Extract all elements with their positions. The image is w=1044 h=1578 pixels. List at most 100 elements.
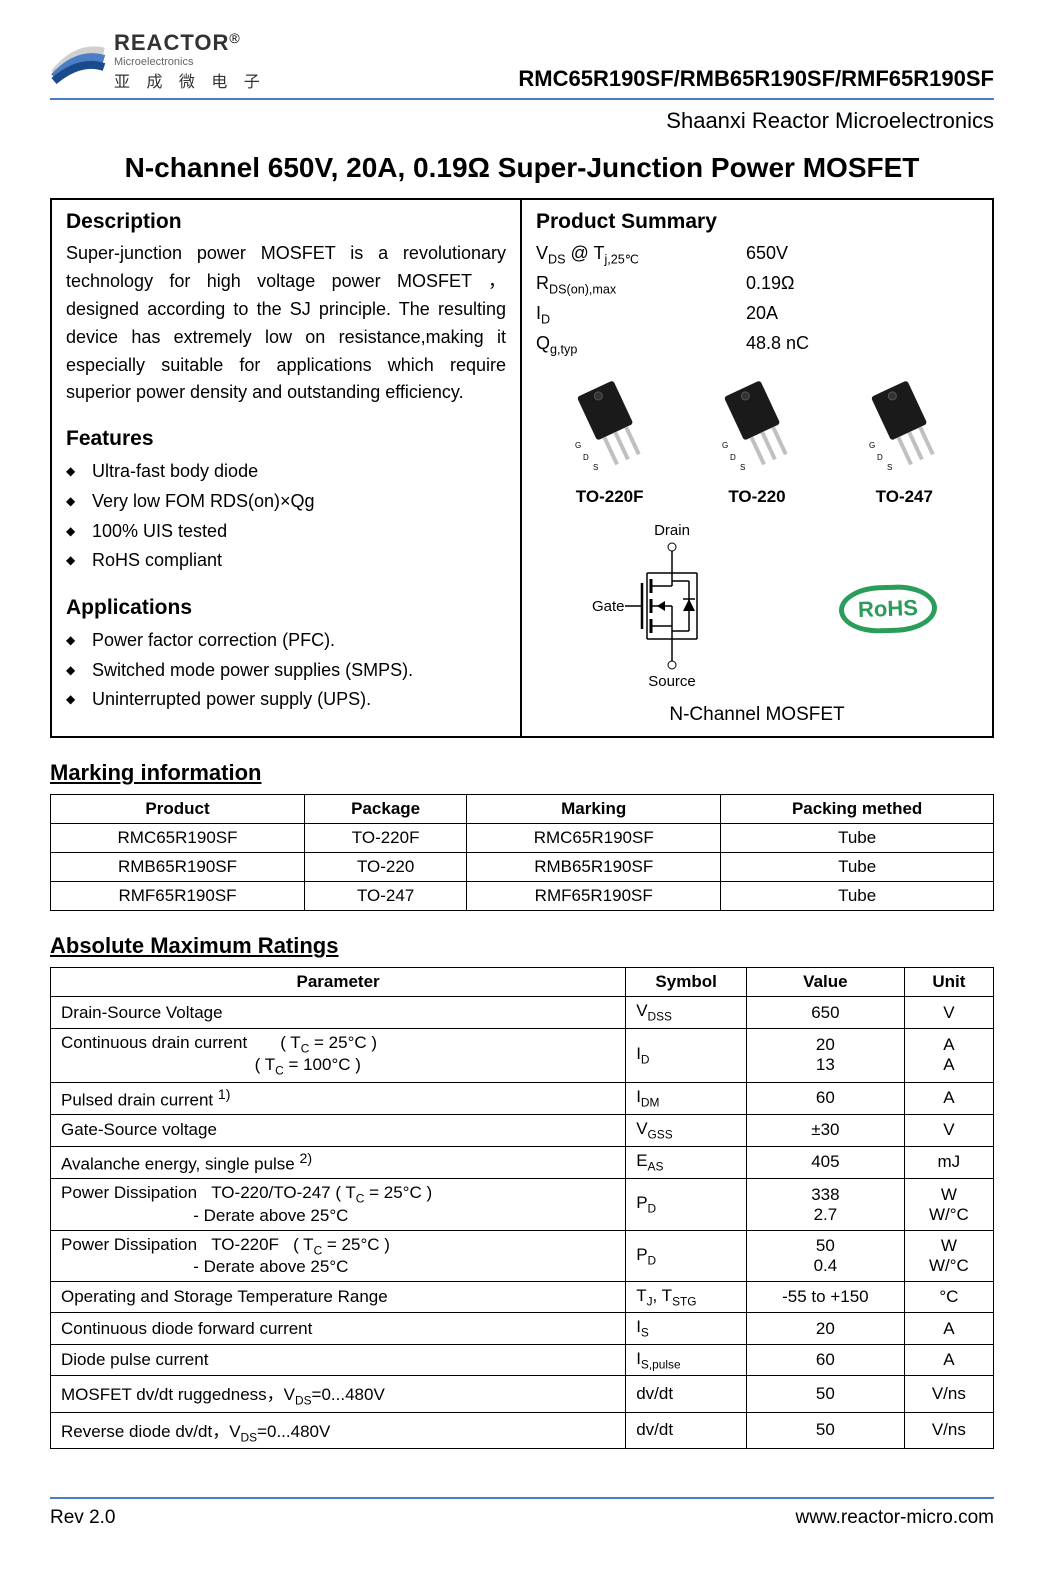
summary-row: VDS @ Tj,25℃650V [536, 240, 978, 270]
table-cell: RMF65R190SF [467, 882, 721, 911]
company-name: Shaanxi Reactor Microelectronics [50, 108, 994, 134]
table-cell: V [904, 997, 993, 1028]
table-cell: Reverse diode dv/dt，VDS=0...480V [51, 1412, 626, 1448]
table-header: Symbol [626, 968, 747, 997]
table-cell: TO-247 [305, 882, 467, 911]
table-cell: 2013 [747, 1028, 905, 1082]
table-header: Packing methed [721, 795, 994, 824]
summary-label: RDS(on),max [536, 270, 746, 300]
schematic-caption: N-Channel MOSFET [536, 704, 978, 726]
page-title: N-channel 650V, 20A, 0.19Ω Super-Junctio… [50, 152, 994, 184]
table-cell: TO-220F [305, 824, 467, 853]
table-header: Product [51, 795, 305, 824]
table-cell: Diode pulse current [51, 1344, 626, 1375]
table-cell: AA [904, 1028, 993, 1082]
table-cell: 60 [747, 1344, 905, 1375]
svg-text:D: D [877, 453, 883, 462]
svg-text:G: G [869, 441, 875, 450]
logo-sub2: 亚 成 微 电 子 [114, 68, 266, 92]
description-text: Super-junction power MOSFET is a revolut… [66, 240, 506, 407]
table-cell: IS,pulse [626, 1344, 747, 1375]
drain-label: Drain [654, 522, 690, 539]
summary-table: VDS @ Tj,25℃650VRDS(on),max0.19ΩID20AQg,… [536, 240, 978, 360]
logo-reg: ® [229, 30, 239, 46]
table-cell: A [904, 1082, 993, 1115]
list-item: Ultra-fast body diode [92, 457, 506, 487]
source-label: Source [648, 673, 696, 690]
table-row: Continuous drain current ( TC = 25°C ) (… [51, 1028, 994, 1082]
package-item: G D S TO-247 [859, 378, 949, 507]
table-cell: Avalanche energy, single pulse 2) [51, 1146, 626, 1179]
table-cell: A [904, 1344, 993, 1375]
features-heading: Features [66, 427, 506, 451]
footer-url: www.reactor-micro.com [796, 1507, 994, 1529]
svg-text:S: S [740, 463, 745, 472]
table-cell: V [904, 1115, 993, 1146]
summary-value: 650V [746, 240, 788, 270]
description-heading: Description [66, 210, 506, 234]
table-cell: A [904, 1313, 993, 1344]
marking-table: ProductPackageMarkingPacking methedRMC65… [50, 794, 994, 911]
table-cell: Tube [721, 882, 994, 911]
table-cell: TO-220 [305, 853, 467, 882]
rohs-badge-icon: RoHS [838, 583, 938, 634]
ratings-heading: Absolute Maximum Ratings [50, 933, 994, 959]
table-cell: RMB65R190SF [467, 853, 721, 882]
logo: REACTOR® Microelectronics 亚 成 微 电 子 [50, 30, 266, 92]
summary-label: VDS @ Tj,25℃ [536, 240, 746, 270]
list-item: Very low FOM RDS(on)×Qg [92, 487, 506, 517]
page-header: REACTOR® Microelectronics 亚 成 微 电 子 RMC6… [50, 30, 994, 100]
table-row: Diode pulse current IS,pulse 60 A [51, 1344, 994, 1375]
table-cell: Continuous drain current ( TC = 25°C ) (… [51, 1028, 626, 1082]
table-row: RMF65R190SFTO-247RMF65R190SFTube [51, 882, 994, 911]
table-cell: dv/dt [626, 1376, 747, 1412]
table-cell: V/ns [904, 1412, 993, 1448]
summary-row: Qg,typ48.8 nC [536, 330, 978, 360]
table-row: RMB65R190SFTO-220RMB65R190SFTube [51, 853, 994, 882]
table-row: Operating and Storage Temperature Range … [51, 1282, 994, 1313]
table-cell: WW/°C [904, 1230, 993, 1281]
table-row: Pulsed drain current 1) IDM 60 A [51, 1082, 994, 1115]
table-row: Gate-Source voltage VGSS ±30 V [51, 1115, 994, 1146]
table-cell: 3382.7 [747, 1179, 905, 1230]
package-images: G D S TO-220F G D S TO-220 G D S TO-247 [536, 378, 978, 507]
package-caption: TO-220 [712, 487, 802, 507]
table-row: Continuous diode forward current IS 20 A [51, 1313, 994, 1344]
logo-swoosh-icon [50, 37, 106, 85]
svg-text:S: S [593, 463, 598, 472]
list-item: RoHS compliant [92, 546, 506, 576]
package-caption: TO-247 [859, 487, 949, 507]
table-cell: Power Dissipation TO-220/TO-247 ( TC = 2… [51, 1179, 626, 1230]
part-number: RMC65R190SF/RMB65R190SF/RMF65R190SF [518, 66, 994, 92]
table-cell: 650 [747, 997, 905, 1028]
table-cell: RMF65R190SF [51, 882, 305, 911]
applications-list: Power factor correction (PFC).Switched m… [66, 626, 506, 715]
mosfet-schematic-icon: Drain Gate [577, 521, 757, 696]
table-row: MOSFET dv/dt ruggedness，VDS=0...480V dv/… [51, 1376, 994, 1412]
table-cell: 60 [747, 1082, 905, 1115]
gate-label: Gate [592, 598, 625, 615]
logo-sub1: Microelectronics [114, 56, 266, 68]
table-header: Value [747, 968, 905, 997]
table-cell: PD [626, 1230, 747, 1281]
list-item: Switched mode power supplies (SMPS). [92, 656, 506, 686]
top-left-column: Description Super-junction power MOSFET … [52, 200, 522, 736]
table-cell: mJ [904, 1146, 993, 1179]
list-item: 100% UIS tested [92, 517, 506, 547]
summary-label: Qg,typ [536, 330, 746, 360]
table-cell: 20 [747, 1313, 905, 1344]
svg-text:D: D [730, 453, 736, 462]
table-cell: 405 [747, 1146, 905, 1179]
rev-label: Rev 2.0 [50, 1507, 115, 1529]
table-cell: RMC65R190SF [51, 824, 305, 853]
list-item: Power factor correction (PFC). [92, 626, 506, 656]
summary-label: ID [536, 300, 746, 330]
table-cell: WW/°C [904, 1179, 993, 1230]
summary-value: 48.8 nC [746, 330, 809, 360]
table-row: Drain-Source Voltage VDSS 650 V [51, 997, 994, 1028]
table-cell: 50 [747, 1412, 905, 1448]
table-cell: MOSFET dv/dt ruggedness，VDS=0...480V [51, 1376, 626, 1412]
table-cell: dv/dt [626, 1412, 747, 1448]
table-cell: TJ, TSTG [626, 1282, 747, 1313]
features-list: Ultra-fast body diodeVery low FOM RDS(on… [66, 457, 506, 576]
